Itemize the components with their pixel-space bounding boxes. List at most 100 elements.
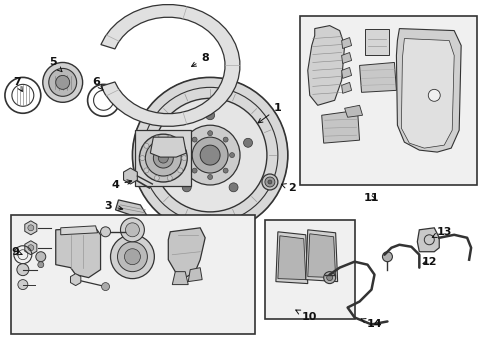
- Circle shape: [117, 99, 120, 102]
- Polygon shape: [168, 228, 205, 278]
- Circle shape: [17, 264, 29, 276]
- Circle shape: [38, 262, 44, 268]
- Circle shape: [180, 125, 240, 185]
- Circle shape: [192, 137, 228, 173]
- Polygon shape: [25, 221, 37, 235]
- Text: 13: 13: [432, 227, 452, 238]
- Circle shape: [324, 272, 336, 284]
- Circle shape: [244, 138, 252, 147]
- Circle shape: [208, 131, 213, 136]
- Polygon shape: [116, 200, 148, 218]
- Polygon shape: [71, 274, 81, 285]
- Polygon shape: [396, 28, 461, 152]
- Circle shape: [121, 218, 145, 242]
- Polygon shape: [342, 82, 352, 93]
- Circle shape: [265, 177, 275, 187]
- Circle shape: [208, 175, 213, 180]
- Circle shape: [146, 169, 152, 175]
- Circle shape: [56, 75, 70, 89]
- Circle shape: [229, 183, 238, 192]
- Circle shape: [140, 156, 145, 161]
- Text: 9: 9: [11, 247, 22, 257]
- Polygon shape: [342, 37, 352, 49]
- Polygon shape: [276, 232, 308, 284]
- Polygon shape: [365, 28, 390, 55]
- Circle shape: [206, 111, 215, 120]
- Circle shape: [192, 168, 197, 173]
- Polygon shape: [25, 241, 37, 255]
- Circle shape: [111, 99, 114, 102]
- Polygon shape: [188, 268, 202, 282]
- Text: 3: 3: [105, 201, 122, 211]
- Circle shape: [262, 174, 278, 190]
- Bar: [265, 220, 355, 319]
- Text: 8: 8: [192, 54, 209, 67]
- Polygon shape: [322, 110, 360, 143]
- Circle shape: [154, 136, 159, 141]
- Polygon shape: [342, 67, 352, 78]
- Circle shape: [178, 143, 183, 148]
- Polygon shape: [278, 236, 306, 280]
- Circle shape: [383, 252, 392, 262]
- Circle shape: [167, 175, 172, 180]
- Polygon shape: [342, 53, 352, 63]
- Circle shape: [167, 136, 172, 141]
- Polygon shape: [150, 137, 186, 157]
- Polygon shape: [308, 234, 336, 278]
- Polygon shape: [417, 228, 439, 252]
- Circle shape: [118, 242, 147, 272]
- Text: 4: 4: [112, 180, 132, 190]
- Circle shape: [154, 175, 159, 180]
- Polygon shape: [308, 26, 344, 105]
- Circle shape: [144, 143, 149, 148]
- Circle shape: [174, 169, 180, 175]
- Polygon shape: [56, 228, 100, 278]
- Circle shape: [132, 77, 288, 233]
- Circle shape: [428, 89, 440, 101]
- Circle shape: [327, 275, 333, 280]
- Circle shape: [268, 180, 272, 184]
- Circle shape: [174, 141, 180, 147]
- Circle shape: [36, 252, 46, 262]
- Circle shape: [146, 141, 152, 147]
- Bar: [300, 15, 477, 185]
- Text: 5: 5: [49, 58, 62, 72]
- Polygon shape: [61, 226, 98, 235]
- Circle shape: [200, 145, 220, 165]
- Circle shape: [223, 168, 228, 173]
- Circle shape: [178, 168, 183, 173]
- Text: 1: 1: [258, 103, 282, 123]
- Bar: [11, 215, 255, 334]
- Polygon shape: [401, 39, 454, 148]
- Circle shape: [28, 225, 34, 231]
- Circle shape: [49, 68, 76, 96]
- Circle shape: [192, 137, 197, 142]
- Circle shape: [153, 148, 173, 168]
- Circle shape: [28, 245, 34, 251]
- Text: 10: 10: [296, 310, 318, 323]
- Circle shape: [100, 227, 111, 237]
- Polygon shape: [306, 230, 338, 282]
- Circle shape: [111, 235, 154, 279]
- Circle shape: [182, 156, 187, 161]
- Polygon shape: [135, 130, 191, 186]
- Circle shape: [144, 168, 149, 173]
- Text: 2: 2: [282, 183, 295, 193]
- Polygon shape: [172, 272, 188, 285]
- Circle shape: [168, 138, 177, 147]
- Circle shape: [124, 249, 141, 265]
- Circle shape: [111, 99, 114, 102]
- Circle shape: [186, 153, 191, 158]
- Text: 6: 6: [93, 77, 103, 90]
- Text: 14: 14: [361, 319, 382, 329]
- Text: 12: 12: [421, 257, 437, 267]
- Polygon shape: [344, 105, 363, 117]
- Circle shape: [101, 283, 110, 291]
- Polygon shape: [123, 168, 137, 184]
- Circle shape: [140, 134, 187, 182]
- Polygon shape: [101, 5, 240, 126]
- Polygon shape: [360, 62, 396, 92]
- Circle shape: [229, 153, 235, 158]
- Circle shape: [223, 137, 228, 142]
- Circle shape: [146, 140, 181, 176]
